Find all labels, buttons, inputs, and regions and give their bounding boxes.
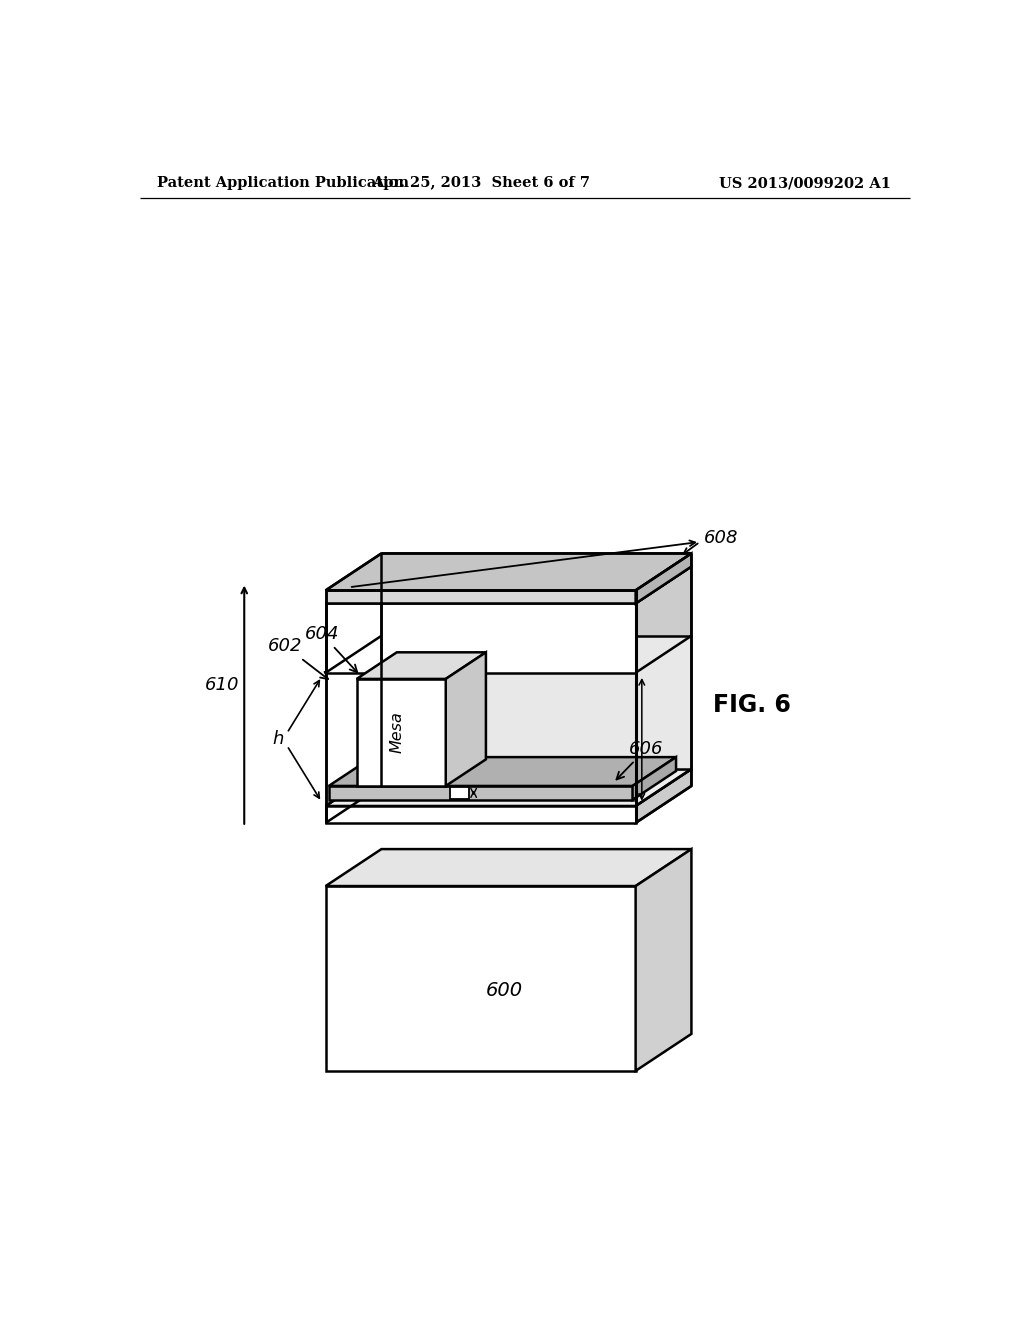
Polygon shape — [445, 652, 486, 785]
Polygon shape — [356, 652, 486, 678]
Polygon shape — [633, 758, 676, 800]
Polygon shape — [450, 787, 469, 799]
Polygon shape — [356, 678, 445, 785]
Polygon shape — [329, 758, 676, 785]
Text: 608: 608 — [703, 529, 738, 546]
Polygon shape — [326, 807, 636, 822]
Polygon shape — [636, 770, 691, 822]
Polygon shape — [326, 603, 636, 673]
Polygon shape — [636, 553, 691, 603]
Text: h: h — [272, 730, 284, 748]
Text: 602: 602 — [268, 638, 328, 678]
Polygon shape — [329, 785, 633, 800]
Polygon shape — [326, 770, 691, 807]
Text: Mesa: Mesa — [390, 711, 404, 754]
Polygon shape — [326, 553, 691, 590]
Polygon shape — [636, 849, 691, 1071]
Text: FIG. 6: FIG. 6 — [713, 693, 791, 717]
Text: US 2013/0099202 A1: US 2013/0099202 A1 — [720, 176, 891, 190]
Polygon shape — [381, 636, 691, 770]
Polygon shape — [326, 566, 691, 603]
Text: Apr. 25, 2013  Sheet 6 of 7: Apr. 25, 2013 Sheet 6 of 7 — [372, 176, 590, 190]
Text: 606: 606 — [616, 739, 664, 779]
Text: 610: 610 — [205, 676, 240, 694]
Text: Patent Application Publication: Patent Application Publication — [158, 176, 410, 190]
Text: 604: 604 — [304, 624, 357, 672]
Polygon shape — [326, 590, 636, 603]
Polygon shape — [326, 849, 691, 886]
Polygon shape — [326, 886, 636, 1071]
Polygon shape — [636, 566, 691, 673]
Text: 600: 600 — [485, 981, 522, 999]
